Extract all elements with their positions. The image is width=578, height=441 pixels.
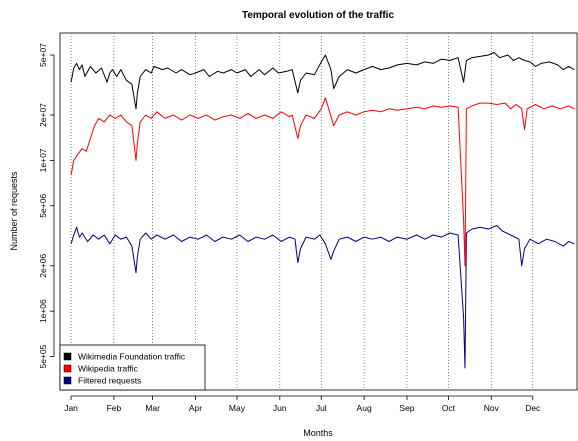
x-tick-label-may: May — [229, 403, 246, 413]
x-tick-label-dec: Dec — [525, 403, 541, 413]
y-tick-label-2: 2e+06 — [38, 254, 48, 278]
x-tick-label-mar: Mar — [145, 403, 160, 413]
chart-title: Temporal evolution of the traffic — [242, 10, 394, 21]
series-line-1 — [70, 97, 575, 267]
month-grid — [70, 33, 534, 390]
y-tick-label-5: 2e+07 — [38, 103, 48, 127]
y-axis-label: Number of requests — [9, 171, 19, 251]
y-axis: 5e+05 1e+06 2e+06 5e+06 1e+07 2e+07 5e+07 — [38, 43, 55, 368]
y-tick-label-3: 5e+06 — [38, 194, 48, 218]
x-tick-label-jun: Jun — [273, 403, 287, 413]
x-tick-label-oct: Oct — [442, 403, 456, 413]
series-group — [70, 52, 575, 369]
x-axis-label: Months — [303, 428, 333, 438]
x-tick-label-feb: Feb — [107, 403, 122, 413]
x-axis: Jan Feb Mar Apr May Jun Jul Aug Sep Oct Nov Dec — [64, 395, 541, 413]
series-line-0 — [70, 52, 575, 110]
x-tick-label-aug: Aug — [357, 403, 372, 413]
legend-label-wikipedia: Wikipedia traffic — [78, 364, 139, 374]
x-tick-label-jan: Jan — [64, 403, 78, 413]
x-tick-label-sep: Sep — [399, 403, 414, 413]
x-tick-label-nov: Nov — [484, 403, 500, 413]
y-tick-label-0: 5e+05 — [38, 344, 48, 368]
legend-label-wmf: Wikimedia Foundation traffic — [78, 352, 186, 362]
y-tick-label-6: 5e+07 — [38, 43, 48, 67]
legend-swatch-wmf — [63, 352, 72, 361]
legend-swatch-filtered — [63, 376, 72, 385]
legend-box — [59, 344, 206, 391]
legend-swatch-wikipedia — [63, 364, 72, 373]
y-tick-label-1: 1e+06 — [38, 299, 48, 323]
x-tick-label-jul: Jul — [316, 403, 327, 413]
x-tick-label-apr: Apr — [189, 403, 202, 413]
plot-frame — [59, 32, 578, 391]
legend: Wikimedia Foundation traffic Wikipedia t… — [59, 344, 206, 391]
series-line-2 — [70, 225, 575, 369]
y-tick-label-4: 1e+07 — [38, 148, 48, 172]
legend-label-filtered: Filtered requests — [78, 376, 141, 386]
